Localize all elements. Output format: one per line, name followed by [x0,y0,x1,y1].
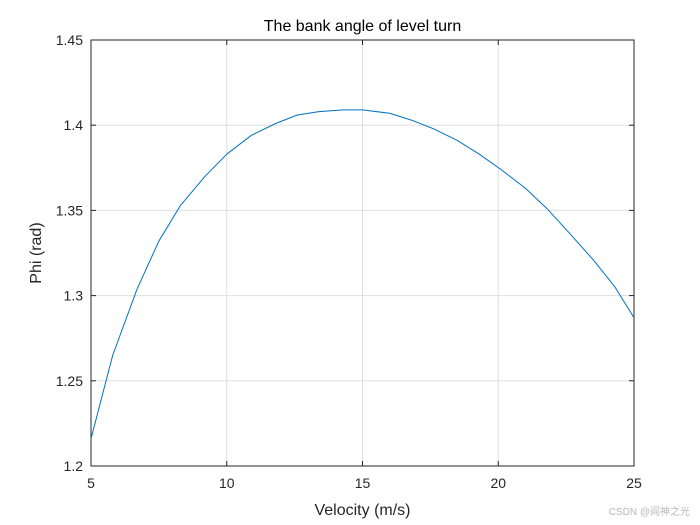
x-axis-label: Velocity (m/s) [314,502,410,519]
y-tick-label: 1.35 [56,202,83,218]
y-tick-label: 1.4 [64,117,84,133]
x-tick-label: 25 [626,475,642,491]
y-tick-label: 1.25 [56,373,83,389]
grid-lines [91,40,634,466]
chart-title: The bank angle of level turn [264,18,461,35]
series-line [90,109,635,439]
x-tick-label: 20 [490,475,506,491]
x-tick-label: 10 [219,475,235,491]
y-tick-label: 1.2 [64,458,84,474]
axis-ticks: 5 10 15 20 25 1.2 1.25 1.3 1.35 1.4 1.45 [56,32,642,491]
series-layer [90,109,635,439]
x-tick-label: 5 [87,475,95,491]
x-tick-label: 15 [355,475,371,491]
y-tick-label: 1.45 [56,32,83,48]
watermark-text: CSDN @阎神之光 [609,505,690,518]
y-tick-label: 1.3 [64,288,84,304]
y-axis-label: Phi (rad) [28,222,45,283]
